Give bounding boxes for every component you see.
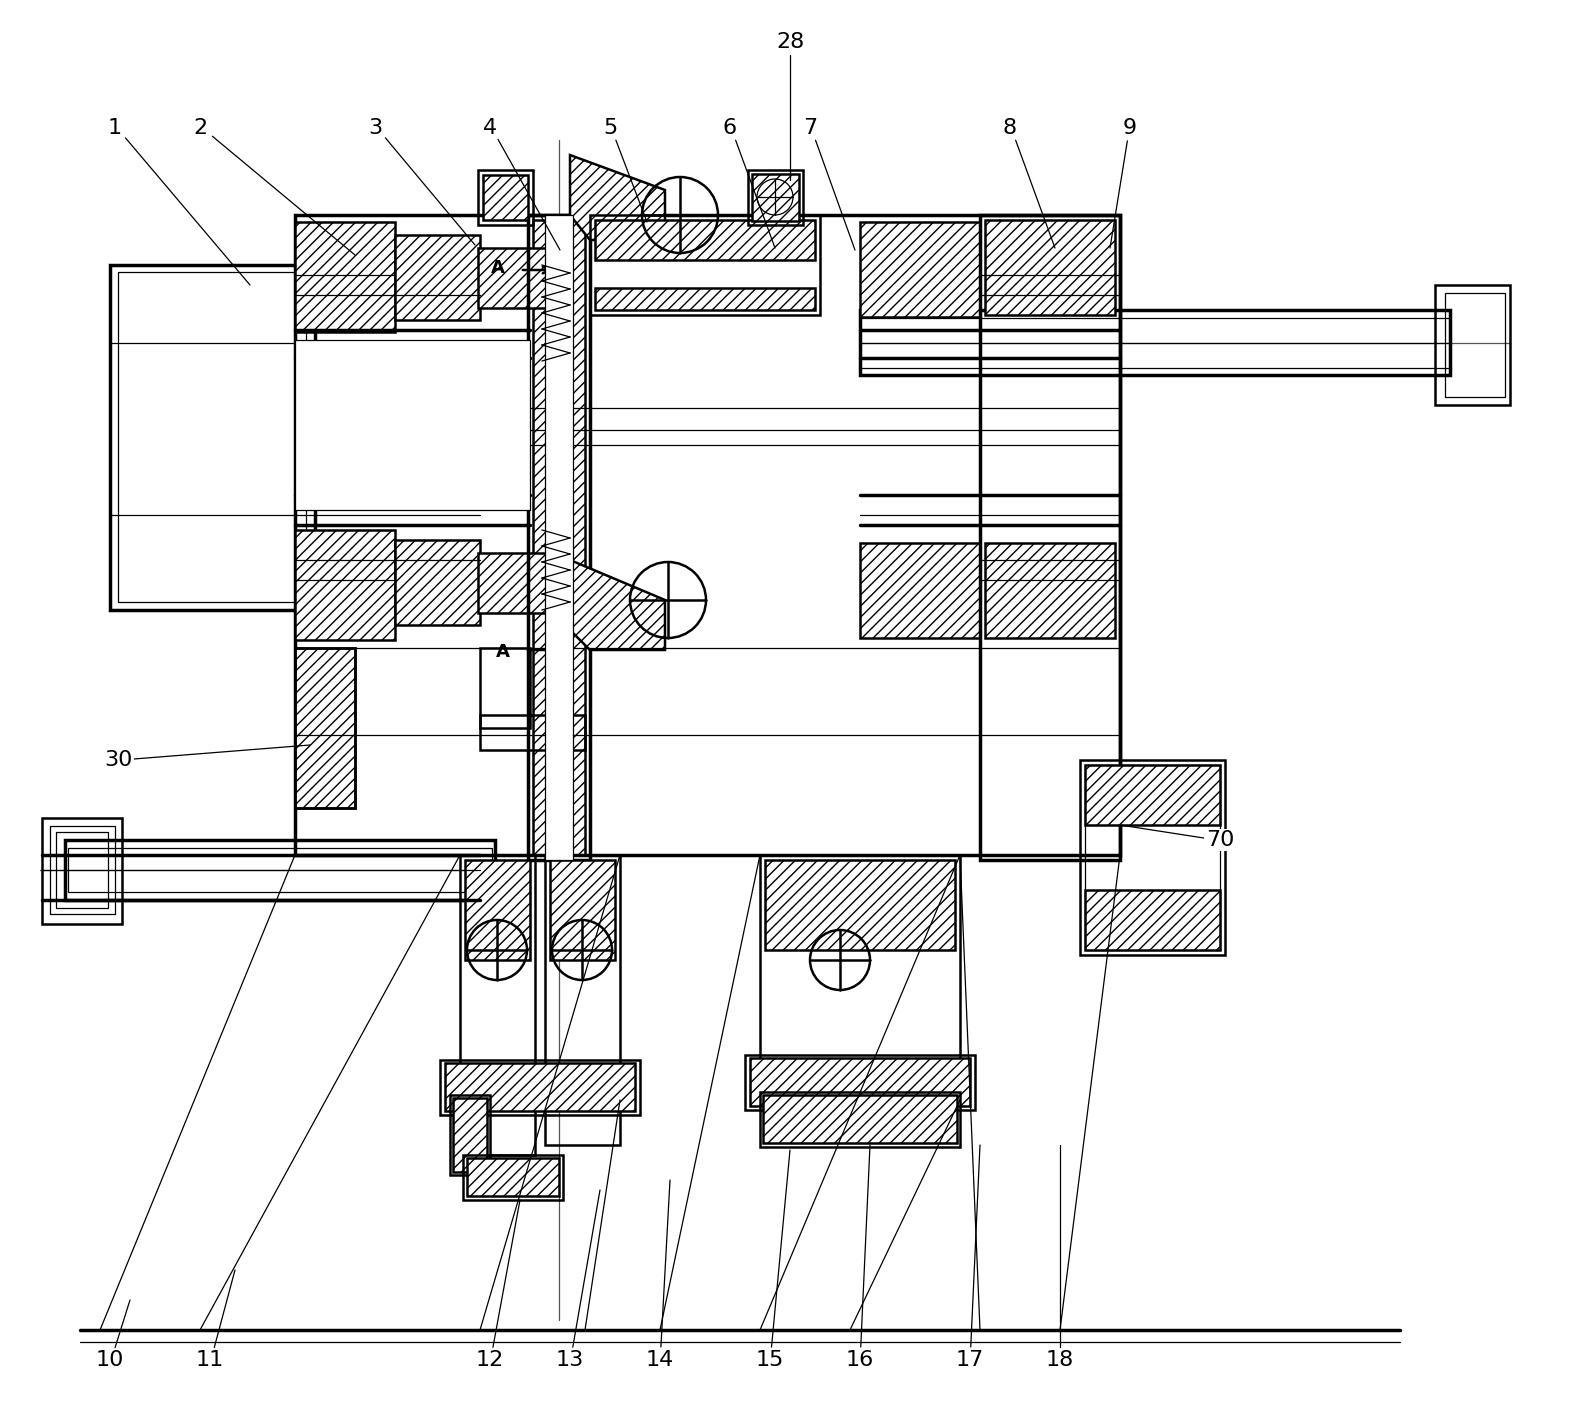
Text: 1: 1: [107, 118, 122, 138]
Bar: [596, 220, 815, 260]
Bar: [860, 222, 980, 317]
Bar: [596, 289, 815, 310]
Bar: [295, 648, 356, 808]
Bar: [760, 855, 961, 1105]
Bar: [1081, 760, 1224, 955]
Bar: [439, 1060, 640, 1115]
Bar: [545, 855, 619, 1145]
Bar: [51, 826, 115, 914]
Bar: [860, 543, 980, 638]
Bar: [479, 553, 553, 612]
Bar: [483, 175, 528, 220]
Bar: [395, 541, 480, 625]
Text: 16: 16: [845, 1350, 874, 1370]
Bar: [295, 222, 395, 332]
Text: 5: 5: [604, 118, 618, 138]
Bar: [752, 175, 799, 221]
Text: 8: 8: [1003, 118, 1018, 138]
Text: 6: 6: [724, 118, 736, 138]
Bar: [479, 170, 532, 225]
Bar: [765, 860, 954, 950]
Bar: [295, 529, 395, 641]
Bar: [468, 1157, 559, 1195]
Bar: [460, 855, 536, 1155]
Bar: [453, 1098, 487, 1171]
Bar: [295, 648, 356, 808]
Bar: [395, 235, 480, 320]
Bar: [450, 1095, 490, 1176]
Bar: [1085, 890, 1220, 950]
Bar: [118, 272, 307, 603]
Bar: [295, 215, 1120, 855]
Bar: [55, 832, 107, 908]
Bar: [43, 818, 122, 924]
Bar: [463, 1155, 562, 1200]
Text: 30: 30: [104, 750, 133, 770]
Bar: [984, 543, 1115, 638]
Text: 14: 14: [646, 1350, 675, 1370]
Text: 15: 15: [755, 1350, 784, 1370]
Bar: [480, 715, 585, 750]
Bar: [111, 265, 314, 610]
Text: 12: 12: [476, 1350, 504, 1370]
Text: 11: 11: [196, 1350, 224, 1370]
Bar: [550, 860, 615, 960]
Text: A: A: [491, 259, 506, 277]
Bar: [589, 215, 820, 315]
Bar: [747, 170, 803, 225]
Bar: [465, 860, 529, 960]
Bar: [750, 1057, 970, 1107]
Bar: [480, 648, 529, 728]
Bar: [65, 841, 495, 900]
Text: A: A: [496, 643, 510, 660]
Bar: [746, 1055, 975, 1110]
Text: 2: 2: [193, 118, 207, 138]
Bar: [760, 1093, 961, 1148]
Bar: [860, 310, 1450, 375]
Bar: [763, 1095, 957, 1143]
Bar: [1435, 284, 1510, 406]
Bar: [860, 318, 1450, 367]
Text: 70: 70: [1206, 829, 1234, 850]
Bar: [545, 215, 574, 860]
Bar: [528, 215, 589, 860]
Bar: [532, 220, 585, 855]
Bar: [1085, 765, 1220, 825]
Text: 3: 3: [368, 118, 382, 138]
Text: 28: 28: [776, 32, 804, 52]
Text: 7: 7: [803, 118, 817, 138]
Bar: [1446, 293, 1506, 397]
Polygon shape: [570, 155, 665, 239]
Text: 17: 17: [956, 1350, 984, 1370]
Bar: [68, 848, 491, 893]
Text: 4: 4: [483, 118, 498, 138]
Bar: [446, 1063, 635, 1111]
Bar: [980, 215, 1120, 860]
Polygon shape: [570, 560, 665, 650]
Bar: [984, 220, 1115, 315]
Bar: [479, 248, 553, 308]
Text: 10: 10: [96, 1350, 125, 1370]
Text: 13: 13: [556, 1350, 585, 1370]
Bar: [1085, 765, 1220, 950]
Text: 18: 18: [1046, 1350, 1074, 1370]
Bar: [295, 339, 529, 510]
Text: 9: 9: [1123, 118, 1138, 138]
